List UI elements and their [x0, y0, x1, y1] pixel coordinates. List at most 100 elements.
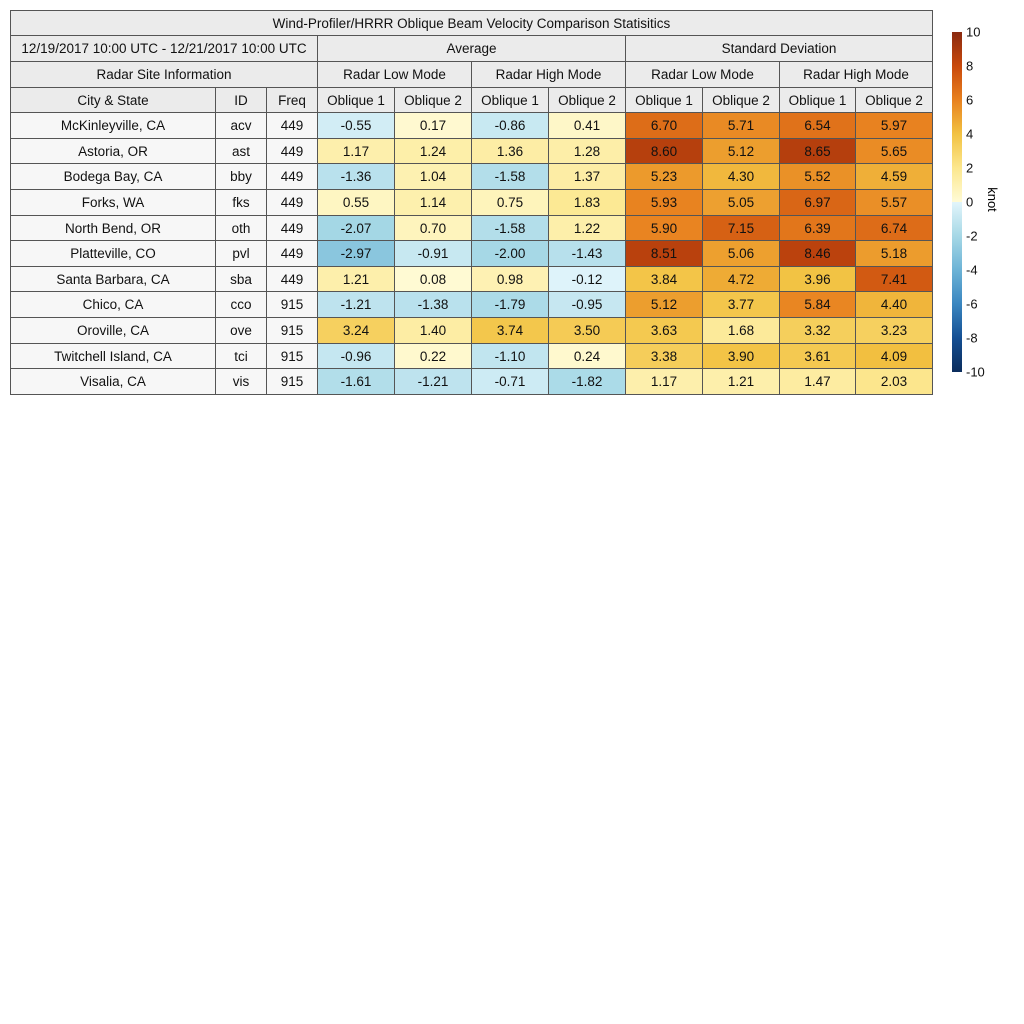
colorbar-tick-label: 8 — [966, 58, 974, 74]
heatmap-cell: 3.32 — [779, 317, 856, 344]
heatmap-cell: -0.12 — [548, 266, 626, 292]
heatmap-cell: 5.97 — [855, 112, 933, 139]
heatmap-cell: 1.24 — [394, 138, 472, 164]
mode-group-header: Radar High Mode — [471, 61, 626, 88]
heatmap-cell: 1.47 — [779, 368, 856, 395]
column-header: Oblique 1 — [779, 87, 856, 113]
site-group-header: Radar Site Information — [10, 61, 318, 88]
heatmap-cell: 1.14 — [394, 189, 472, 216]
row-freq: 449 — [266, 138, 318, 164]
heatmap-cell: 8.60 — [625, 138, 703, 164]
heatmap-cell: 1.83 — [548, 189, 626, 216]
heatmap-cell: 5.84 — [779, 291, 856, 318]
heatmap-cell: 5.12 — [625, 291, 703, 318]
row-id: pvl — [215, 240, 267, 267]
heatmap-cell: 1.40 — [394, 317, 472, 344]
heatmap-cell: 5.57 — [855, 189, 933, 216]
heatmap-cell: 4.30 — [702, 163, 780, 190]
heatmap-cell: 3.63 — [625, 317, 703, 344]
row-freq: 449 — [266, 189, 318, 216]
heatmap-cell: 5.18 — [855, 240, 933, 267]
heatmap-cell: 1.28 — [548, 138, 626, 164]
row-freq: 449 — [266, 215, 318, 241]
heatmap-cell: -1.82 — [548, 368, 626, 395]
heatmap-cell: -0.71 — [471, 368, 549, 395]
column-header: Freq — [266, 87, 318, 113]
column-header: Oblique 2 — [702, 87, 780, 113]
heatmap-cell: 6.97 — [779, 189, 856, 216]
heatmap-cell: 5.93 — [625, 189, 703, 216]
heatmap-cell: 5.12 — [702, 138, 780, 164]
row-freq: 449 — [266, 240, 318, 267]
heatmap-cell: 4.40 — [855, 291, 933, 318]
heatmap-cell: 1.37 — [548, 163, 626, 190]
heatmap-cell: 5.65 — [855, 138, 933, 164]
row-city: Bodega Bay, CA — [10, 163, 216, 190]
heatmap-cell: 4.59 — [855, 163, 933, 190]
row-city: Twitchell Island, CA — [10, 343, 216, 369]
colorbar — [952, 32, 962, 372]
colorbar-tick-label: -10 — [966, 364, 985, 380]
row-id: oth — [215, 215, 267, 241]
heatmap-cell: 3.74 — [471, 317, 549, 344]
row-freq: 915 — [266, 317, 318, 344]
heatmap-cell: 6.54 — [779, 112, 856, 139]
row-id: bby — [215, 163, 267, 190]
mode-group-header: Radar Low Mode — [317, 61, 472, 88]
heatmap-cell: 7.41 — [855, 266, 933, 292]
colorbar-tick-label: 10 — [966, 24, 981, 40]
heatmap-cell: 2.03 — [855, 368, 933, 395]
heatmap-cell: 1.36 — [471, 138, 549, 164]
heatmap-cell: -1.79 — [471, 291, 549, 318]
heatmap-cell: 0.17 — [394, 112, 472, 139]
row-city: Astoria, OR — [10, 138, 216, 164]
heatmap-cell: 1.21 — [702, 368, 780, 395]
heatmap-cell: 8.65 — [779, 138, 856, 164]
heatmap-cell: 7.15 — [702, 215, 780, 241]
heatmap-cell: -1.58 — [471, 215, 549, 241]
row-id: ove — [215, 317, 267, 344]
heatmap-cell: 6.74 — [855, 215, 933, 241]
row-city: Chico, CA — [10, 291, 216, 318]
heatmap-cell: 3.96 — [779, 266, 856, 292]
row-city: Oroville, CA — [10, 317, 216, 344]
heatmap-cell: 1.04 — [394, 163, 472, 190]
mode-group-header: Radar High Mode — [779, 61, 933, 88]
mode-group-header: Radar Low Mode — [625, 61, 780, 88]
heatmap-cell: 6.39 — [779, 215, 856, 241]
heatmap-cell: 3.77 — [702, 291, 780, 318]
heatmap-cell: 1.17 — [317, 138, 395, 164]
heatmap-cell: 0.55 — [317, 189, 395, 216]
colorbar-tick-label: 6 — [966, 92, 974, 108]
heatmap-cell: 1.68 — [702, 317, 780, 344]
heatmap-cell: 1.22 — [548, 215, 626, 241]
heatmap-cell: 4.09 — [855, 343, 933, 369]
heatmap-cell: 3.61 — [779, 343, 856, 369]
heatmap-cell: -1.21 — [317, 291, 395, 318]
row-id: acv — [215, 112, 267, 139]
heatmap-cell: -1.43 — [548, 240, 626, 267]
row-city: McKinleyville, CA — [10, 112, 216, 139]
column-header: Oblique 2 — [855, 87, 933, 113]
colorbar-tick-label: -2 — [966, 228, 978, 244]
colorbar-tick-label: 2 — [966, 160, 974, 176]
heatmap-cell: 0.70 — [394, 215, 472, 241]
heatmap-cell: 0.24 — [548, 343, 626, 369]
column-header: Oblique 2 — [548, 87, 626, 113]
heatmap-cell: -2.97 — [317, 240, 395, 267]
heatmap-cell: 0.08 — [394, 266, 472, 292]
heatmap-cell: -2.07 — [317, 215, 395, 241]
heatmap-cell: 5.71 — [702, 112, 780, 139]
heatmap-cell: 3.38 — [625, 343, 703, 369]
column-header: Oblique 1 — [625, 87, 703, 113]
heatmap-cell: -2.00 — [471, 240, 549, 267]
heatmap-cell: 0.22 — [394, 343, 472, 369]
table-title: Wind-Profiler/HRRR Oblique Beam Velocity… — [10, 10, 933, 36]
row-freq: 915 — [266, 343, 318, 369]
heatmap-cell: 5.90 — [625, 215, 703, 241]
heatmap-cell: 5.05 — [702, 189, 780, 216]
column-header: Oblique 1 — [317, 87, 395, 113]
colorbar-tick-label: -6 — [966, 296, 978, 312]
heatmap-cell: -1.58 — [471, 163, 549, 190]
colorbar-unit-label: knot — [984, 187, 1000, 212]
